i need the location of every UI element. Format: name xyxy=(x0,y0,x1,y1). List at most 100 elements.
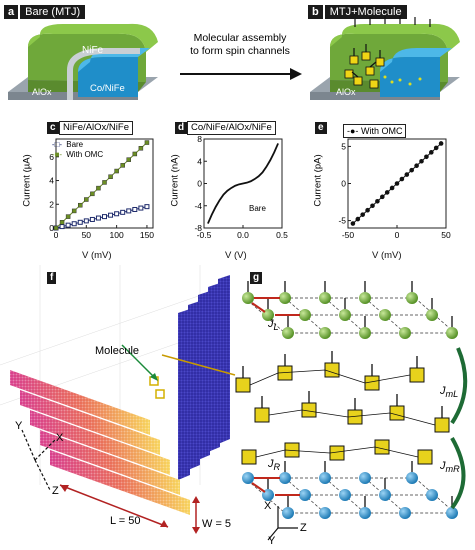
panel-d-ylabel: Current (nA) xyxy=(169,154,181,207)
data-point xyxy=(424,154,429,160)
panel-d-chart: -0.5 0.0 0.5 -8 -4 0 4 8 xyxy=(194,134,288,240)
data-point xyxy=(419,158,424,164)
jmr-symbol: J xyxy=(440,460,446,472)
y-tick-label: 8 xyxy=(197,134,202,144)
data-point xyxy=(384,190,390,195)
data-point xyxy=(126,157,131,162)
data-point xyxy=(59,220,65,225)
panel-a-device xyxy=(8,23,158,100)
legend-omc: -■- With OMC xyxy=(50,150,103,160)
data-point xyxy=(389,185,395,191)
panel-e-chart: -50 0 50-505 xyxy=(338,138,451,240)
x-tick-label: -0.5 xyxy=(197,230,212,240)
panel-g-jml: JmL xyxy=(440,385,458,399)
jl-symbol: J xyxy=(268,318,274,330)
y-tick-label: 6 xyxy=(49,152,54,162)
data-point xyxy=(83,218,89,224)
data-point xyxy=(132,206,138,212)
arrow-caption-line2: to form spin channels xyxy=(190,45,290,57)
jl-sub: L xyxy=(273,322,279,333)
jml-symbol: J xyxy=(440,385,446,397)
y-tick-label: -4 xyxy=(194,201,202,211)
panel-g-letter: g xyxy=(250,272,263,284)
series-line xyxy=(207,143,279,224)
legend-e-label: With OMC xyxy=(360,126,403,136)
panel-g-axis-y: Y xyxy=(268,535,276,547)
panel-e-ylabel: Current (pA) xyxy=(312,154,324,207)
panel-c-title: NiFe/AlOx/NiFe xyxy=(59,121,133,135)
data-point xyxy=(404,172,410,177)
panel-c-chart: 0 50 100 150 0 2 4 6 xyxy=(49,138,154,240)
panel-g-axis-x: X xyxy=(264,500,272,512)
jr-sub: R xyxy=(273,462,281,473)
data-point xyxy=(375,199,380,204)
y-tick-label: 4 xyxy=(49,176,54,186)
data-point xyxy=(126,208,132,214)
panel-g-axis-z: Z xyxy=(300,522,307,534)
panel-c-letter: c xyxy=(47,122,59,134)
y-tick-label: 5 xyxy=(341,141,346,151)
data-point xyxy=(350,221,356,226)
series-line xyxy=(55,206,148,229)
panel-f-axis-z: Z xyxy=(52,485,59,497)
panel-a-conife-label: Co/NiFe xyxy=(90,83,125,94)
data-point xyxy=(59,224,65,230)
data-point xyxy=(360,212,365,217)
x-tick-label: 50 xyxy=(441,230,451,240)
data-point xyxy=(144,140,150,145)
data-point xyxy=(409,167,414,173)
y-tick-label: -5 xyxy=(338,216,346,226)
panel-b-tag: b MTJ+Molecule xyxy=(308,5,407,19)
y-tick-label: 4 xyxy=(197,156,202,166)
panel-f-axis-x: X xyxy=(56,432,64,444)
panel-g-jr: JR xyxy=(268,458,280,472)
legend-e-marker: -●- xyxy=(347,126,359,136)
panel-b-alox-label: AlOx xyxy=(336,87,356,97)
data-point xyxy=(355,216,361,222)
data-point xyxy=(96,185,101,191)
data-point xyxy=(144,204,150,210)
panel-e-letter: e xyxy=(315,122,327,134)
panel-c-xlabel: V (mV) xyxy=(82,250,112,261)
data-point xyxy=(414,163,419,168)
legend-bare: -□- Bare xyxy=(50,140,103,150)
panel-a-letter: a xyxy=(4,5,19,19)
data-point xyxy=(108,212,114,218)
panel-g-model xyxy=(235,281,468,541)
panel-g-jmr: JmR xyxy=(440,460,460,474)
jml-sub: mL xyxy=(445,389,459,400)
data-point xyxy=(78,202,83,208)
data-point xyxy=(84,197,89,202)
y-tick-label: -8 xyxy=(194,223,202,233)
panel-f-axis-y: Y xyxy=(15,420,23,432)
data-point xyxy=(108,174,113,179)
data-point xyxy=(95,215,101,221)
jr-symbol: J xyxy=(268,458,274,470)
x-tick-label: 100 xyxy=(110,230,124,240)
process-arrow xyxy=(180,68,302,80)
panel-d-xlabel: V (V) xyxy=(225,250,247,261)
panel-f-lattice xyxy=(0,265,236,534)
x-tick-label: 0 xyxy=(54,230,59,240)
data-point xyxy=(53,225,59,231)
panel-d-letter: d xyxy=(175,122,188,134)
data-point xyxy=(102,180,107,185)
x-tick-label: 0.5 xyxy=(276,230,288,240)
plot-frame xyxy=(55,138,154,229)
data-point xyxy=(65,222,71,228)
data-point xyxy=(138,205,144,211)
panel-e-xlabel: V (mV) xyxy=(372,250,402,261)
data-point xyxy=(370,203,375,209)
x-tick-label: 0.0 xyxy=(237,230,249,240)
data-point xyxy=(114,211,120,217)
data-point xyxy=(90,191,95,197)
jmr-sub: mR xyxy=(445,464,460,475)
x-tick-label: 0 xyxy=(395,230,400,240)
data-point xyxy=(433,145,439,151)
panel-d-title: Co/NiFe/AlOx/NiFe xyxy=(187,121,276,135)
panel-c-ylabel: Current (µA) xyxy=(21,154,33,207)
panel-f-width-label: W = 5 xyxy=(202,518,232,530)
panel-a-title: Bare (MTJ) xyxy=(20,5,86,19)
series-line xyxy=(55,142,148,229)
panel-g-jl: JL xyxy=(268,318,279,332)
